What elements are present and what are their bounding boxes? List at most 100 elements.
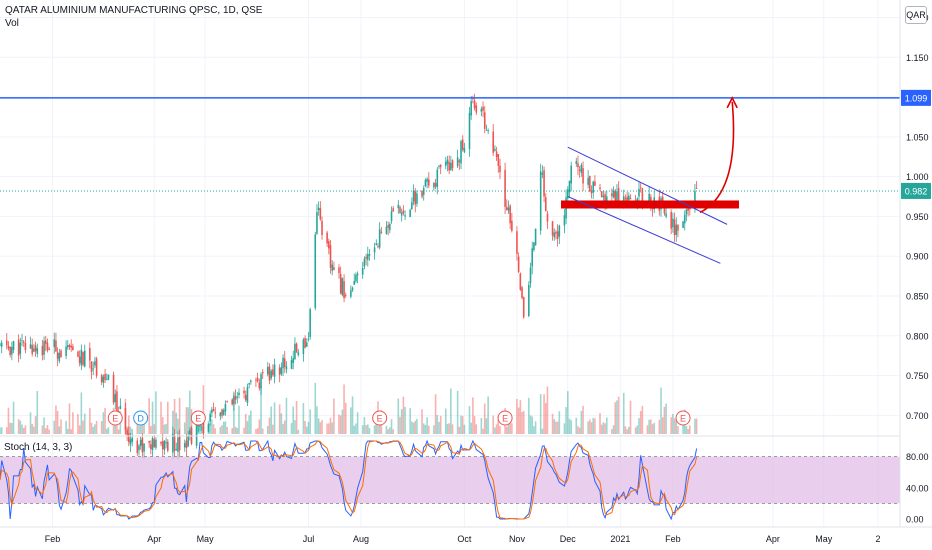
volume-bar (329, 417, 332, 434)
candle-body (492, 131, 495, 153)
candle-body (270, 370, 272, 379)
candle-body (268, 366, 271, 381)
candle-body (614, 191, 617, 203)
candle-body (344, 295, 347, 297)
stoch-label[interactable]: Stoch (14, 3, 3) (4, 442, 73, 453)
candle-body (283, 358, 286, 368)
volume-bar (628, 426, 630, 434)
candle-body (138, 445, 140, 451)
volume-bar (285, 397, 288, 434)
symbol-title[interactable]: QATAR ALUMINIUM MANUFACTURING QPSC, 1D, … (5, 5, 263, 16)
resistance-price-badge-bg (901, 89, 931, 106)
volume-bar (172, 410, 174, 434)
candle-body (626, 196, 628, 201)
volume-bar (353, 425, 356, 434)
volume-bar (499, 426, 501, 434)
candle-body (224, 403, 227, 412)
volume-bar (577, 426, 579, 434)
volume-bar (185, 407, 188, 434)
volume-bar (105, 428, 108, 434)
volume-bar (243, 427, 245, 434)
volume-bar (439, 415, 442, 434)
candle-body (48, 348, 50, 350)
candle-body (409, 209, 411, 217)
candle-body (368, 254, 371, 256)
volume-bar (326, 423, 328, 434)
currency-badge[interactable]: QAR (905, 6, 927, 24)
volume-bar (495, 424, 498, 434)
candle-body (485, 129, 488, 131)
candle-body (105, 378, 108, 380)
candle-body (592, 181, 595, 193)
projection-arrow (699, 101, 735, 214)
volume-bar (400, 409, 403, 434)
candle-body (104, 373, 106, 380)
volume-bar (590, 422, 593, 434)
volume-bar (95, 420, 98, 434)
volume-bar (273, 402, 276, 434)
candle-body (507, 207, 510, 211)
candle-body (558, 225, 561, 237)
candle-body (272, 369, 274, 376)
drawing-annotations[interactable] (0, 96, 900, 264)
volume-bar (460, 415, 462, 434)
time-tick-label: Feb (45, 534, 61, 544)
candle-body (641, 188, 644, 202)
candle-body (528, 284, 530, 316)
volume-bar (546, 386, 549, 434)
volume-bar (100, 421, 103, 434)
volume-bar (270, 406, 272, 434)
volume-bar (648, 419, 650, 434)
volume-bar (531, 416, 534, 434)
candle-body (197, 425, 200, 427)
candle-body (672, 218, 674, 228)
candle-body (511, 220, 513, 231)
volume-bar (494, 427, 496, 434)
candle-body (451, 160, 454, 169)
candle-body (161, 441, 164, 450)
stoch-tick-label: 40.00 (906, 483, 929, 493)
candle-body (333, 267, 335, 270)
volume-bar (448, 423, 450, 434)
volume-bar (153, 424, 156, 434)
volume-bar (331, 422, 334, 434)
candle-body (124, 408, 127, 430)
volume-bar (694, 418, 696, 434)
volume-bar (456, 390, 459, 434)
volume-bar (131, 429, 134, 434)
candle-body (83, 350, 86, 367)
price-tick-label: 0.800 (906, 331, 929, 341)
candle-body (66, 345, 69, 348)
candle-body (629, 198, 632, 200)
candle-body (297, 352, 300, 356)
candle-body (356, 273, 359, 276)
candle-body (187, 435, 189, 447)
event-marker-label: E (502, 414, 508, 424)
candle-body (292, 358, 295, 363)
candle-body (328, 241, 330, 249)
volume-label[interactable]: Vol (5, 18, 19, 29)
volume-bar (231, 428, 234, 434)
time-tick-label: Nov (509, 534, 526, 544)
volume-bar (636, 425, 639, 434)
volume-bar (612, 425, 615, 434)
volume-bar (528, 397, 530, 434)
candle-body (594, 181, 596, 186)
volume-bar (361, 425, 364, 434)
candle-body (107, 374, 110, 380)
candle-body (294, 343, 296, 360)
volume-bar (351, 396, 354, 434)
volume-bar (236, 427, 239, 434)
candle-body (539, 171, 542, 231)
volume-bar (412, 422, 415, 434)
volume-bar (65, 420, 67, 434)
volume-bar (258, 419, 261, 434)
volume-bar (72, 412, 74, 434)
candle-body (89, 348, 91, 361)
volume-bar (211, 419, 213, 434)
candle-body (421, 190, 423, 197)
candle-body (439, 164, 442, 168)
